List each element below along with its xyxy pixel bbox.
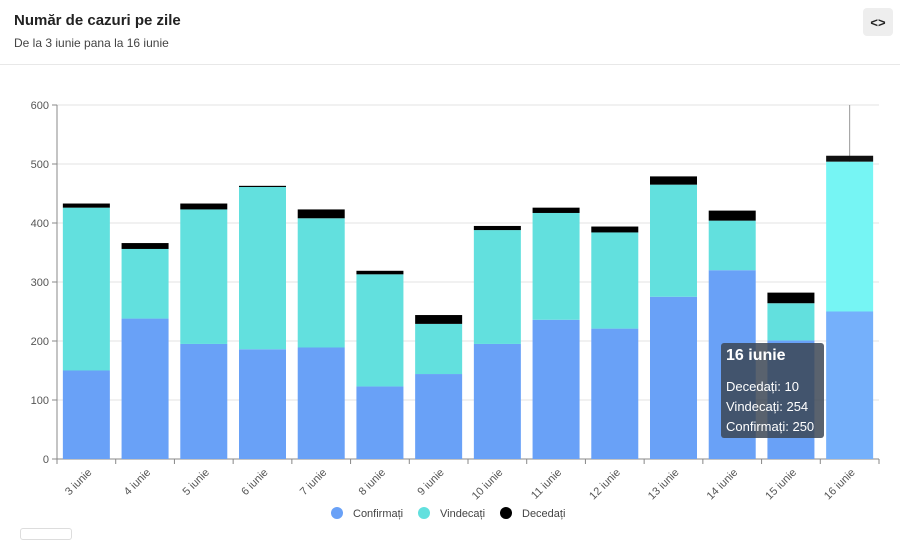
tooltip-line-confirmed: Confirmați: 250 [726, 419, 815, 434]
chart-header: Număr de cazuri pe zile De la 3 iunie pa… [0, 0, 900, 65]
x-tick-label: 6 iunie [239, 467, 270, 498]
y-tick-label: 600 [31, 100, 49, 112]
x-tick-label: 10 iunie [470, 467, 506, 503]
bar-recovered [297, 218, 345, 348]
bar-recovered [356, 274, 404, 387]
legend-marker [331, 507, 343, 519]
legend-marker [500, 507, 512, 519]
bar-confirmed [415, 374, 463, 459]
bar-deaths [532, 207, 580, 213]
tooltip-line-deaths: Decedați: 10 [726, 379, 799, 394]
x-tick-label: 14 iunie [705, 467, 741, 503]
bar-recovered [473, 230, 521, 344]
legend-label: Vindecați [440, 508, 485, 520]
bar-confirmed [121, 318, 169, 459]
bar-deaths [650, 176, 697, 185]
chart-tooltip: 16 iunie Decedați: 10 Vindecați: 254 Con… [721, 343, 824, 438]
bar-deaths [62, 203, 110, 208]
y-tick-label: 200 [31, 336, 49, 348]
bar-deaths [297, 209, 345, 219]
bar-deaths [180, 203, 228, 210]
bar-deaths [826, 155, 874, 162]
bar-recovered [62, 207, 110, 371]
bar-confirmed [180, 343, 228, 459]
x-tick-label: 8 iunie [357, 467, 388, 498]
bar-deaths [356, 270, 404, 275]
bar-confirmed [591, 328, 639, 459]
bar-recovered [121, 248, 169, 319]
x-tick-label: 12 iunie [587, 467, 623, 503]
bar-deaths [415, 315, 463, 324]
y-tick-label: 0 [43, 454, 49, 466]
x-tick-label: 4 iunie [122, 467, 153, 498]
legend-marker [418, 507, 430, 519]
bar-confirmed [473, 343, 521, 459]
y-tick-label: 400 [31, 218, 49, 230]
bar-deaths [121, 243, 169, 249]
x-tick-label: 9 iunie [415, 467, 446, 498]
legend-label: Confirmați [353, 508, 403, 520]
bar-recovered [239, 187, 286, 350]
bar-recovered [708, 220, 756, 271]
y-tick-label: 300 [31, 277, 49, 289]
bar-confirmed [62, 370, 110, 459]
y-tick-label: 100 [31, 395, 49, 407]
x-tick-label: 11 iunie [529, 467, 564, 502]
bar-confirmed [650, 296, 697, 459]
bar-confirmed [356, 386, 404, 459]
bar-recovered [532, 212, 580, 320]
bar-recovered [826, 161, 874, 312]
bar-confirmed [532, 319, 580, 459]
x-tick-label: 3 iunie [63, 467, 94, 498]
bar-confirmed [239, 349, 286, 459]
bar-recovered [415, 323, 463, 375]
code-toggle-button[interactable]: <> [863, 8, 893, 36]
bar-deaths [591, 226, 639, 233]
x-tick-label: 7 iunie [298, 467, 329, 498]
tooltip-title: 16 iunie [726, 347, 786, 364]
bar-deaths [239, 185, 286, 188]
bar-deaths [767, 292, 815, 304]
bar-recovered [180, 209, 228, 344]
x-tick-label: 5 iunie [180, 467, 211, 498]
bar-recovered [650, 184, 697, 297]
bar-recovered [591, 232, 639, 329]
bar-recovered [767, 303, 815, 341]
legend-label: Decedați [522, 508, 565, 520]
x-tick-label: 16 iunie [822, 467, 858, 503]
table-toggle-button[interactable] [20, 528, 72, 540]
bar-deaths [708, 210, 756, 221]
y-tick-label: 500 [31, 159, 49, 171]
bar-deaths [473, 225, 521, 231]
x-tick-label: 15 iunie [763, 467, 799, 503]
chart-subtitle: De la 3 iunie pana la 16 iunie [14, 36, 169, 50]
bar-confirmed [826, 311, 874, 459]
bar-confirmed [297, 347, 345, 459]
x-tick-label: 13 iunie [646, 467, 682, 503]
tooltip-line-recovered: Vindecați: 254 [726, 399, 809, 414]
chart-title: Număr de cazuri pe zile [14, 12, 181, 29]
